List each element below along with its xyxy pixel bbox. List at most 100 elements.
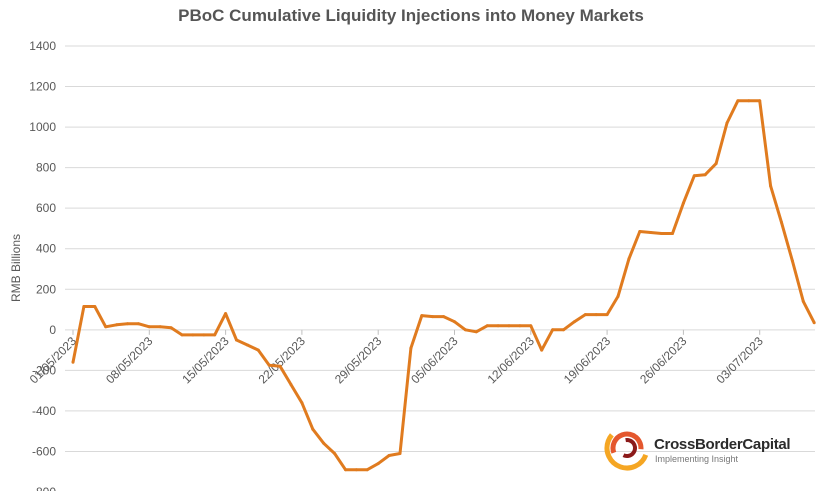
y-tick-label: 600 — [36, 201, 56, 215]
data-point — [104, 325, 108, 329]
data-point — [616, 294, 620, 298]
data-point — [736, 99, 740, 103]
data-point — [780, 220, 783, 224]
data-point — [562, 328, 565, 332]
chart-title: PBoC Cumulative Liquidity Injections int… — [178, 6, 644, 25]
x-tick-label: 19/06/2023 — [561, 334, 614, 387]
data-point — [649, 231, 653, 234]
data-point — [714, 162, 718, 166]
data-point — [409, 346, 413, 350]
data-point — [398, 452, 402, 455]
data-point — [583, 313, 587, 317]
data-point — [801, 299, 805, 303]
x-tick-label: 15/05/2023 — [179, 334, 232, 387]
y-axis-label: RMB Billions — [9, 234, 23, 302]
data-point — [158, 325, 162, 329]
x-tick-label: 08/05/2023 — [103, 334, 156, 387]
data-point — [126, 322, 129, 326]
y-tick-label: -200 — [32, 363, 56, 377]
data-point — [769, 184, 773, 188]
data-point — [594, 313, 598, 317]
data-point — [507, 324, 511, 328]
x-tick-label: 29/05/2023 — [332, 334, 385, 387]
data-point — [278, 364, 282, 368]
data-point — [660, 232, 664, 235]
crossborder-logo: CrossBorderCapital Implementing Insight — [602, 424, 812, 472]
data-point — [180, 333, 184, 337]
x-tick-label: 05/06/2023 — [408, 334, 461, 387]
data-point — [147, 325, 151, 329]
x-axis-ticks: 01/05/2023 08/05/2023 15/05/2023 22/05/2023… — [27, 329, 766, 387]
data-point — [235, 338, 238, 342]
data-point — [191, 333, 195, 337]
x-tick-label: 26/06/2023 — [637, 334, 690, 387]
x-tick-label: 01/05/2023 — [27, 334, 80, 387]
series-line — [71, 99, 816, 472]
data-point — [169, 326, 173, 330]
data-point — [725, 121, 729, 125]
data-point — [485, 324, 489, 328]
data-point — [365, 468, 369, 472]
data-point — [224, 312, 228, 316]
data-point — [289, 383, 293, 387]
y-tick-label: 400 — [36, 242, 56, 256]
data-point — [627, 257, 631, 261]
data-point — [529, 324, 533, 328]
data-point — [71, 360, 75, 364]
data-point — [605, 313, 609, 317]
data-point — [420, 314, 424, 318]
data-point — [681, 201, 685, 205]
y-tick-label: 0 — [49, 323, 56, 337]
data-point — [344, 468, 347, 472]
data-point — [453, 320, 456, 324]
data-point — [431, 315, 435, 319]
y-tick-label: 1000 — [29, 120, 56, 134]
y-tick-label: 800 — [36, 161, 56, 175]
x-tick-label: 12/06/2023 — [485, 334, 538, 387]
data-point — [540, 348, 544, 352]
series-layer — [71, 99, 816, 472]
data-point — [300, 401, 304, 405]
data-point — [463, 328, 467, 332]
data-point — [311, 427, 315, 431]
data-point — [376, 462, 380, 466]
data-point — [790, 259, 794, 263]
y-tick-label: 1200 — [29, 80, 56, 94]
data-point — [354, 468, 358, 472]
data-point — [93, 305, 97, 308]
x-tick-label: 03/07/2023 — [713, 334, 766, 387]
swirl-logo-icon — [604, 425, 650, 471]
data-point — [136, 322, 140, 326]
y-axis-ticks: -800 -600 -400 -200 0 200 400 600 800 1000 1200 140… — [29, 39, 56, 491]
data-point — [638, 230, 642, 233]
data-point — [572, 320, 576, 324]
data-point — [256, 348, 260, 352]
data-point — [518, 324, 522, 328]
data-point — [758, 99, 762, 103]
data-point — [692, 174, 696, 178]
data-point — [703, 173, 707, 177]
data-point — [671, 232, 674, 235]
data-point — [551, 328, 555, 332]
gridlines — [65, 45, 815, 452]
x-tick-label: 22/05/2023 — [256, 334, 309, 387]
data-point — [115, 323, 119, 327]
data-point — [213, 333, 217, 337]
y-tick-label: -600 — [32, 444, 56, 458]
data-point — [333, 452, 337, 455]
data-point — [82, 305, 86, 308]
data-point — [202, 333, 206, 337]
y-tick-label: 1400 — [29, 39, 56, 53]
data-point — [267, 363, 271, 367]
y-tick-label: 200 — [36, 282, 56, 296]
data-point — [387, 454, 391, 457]
logo-tagline: Implementing Insight — [655, 454, 739, 464]
data-point — [747, 99, 751, 103]
data-point — [322, 441, 326, 445]
data-point — [442, 315, 446, 319]
data-point — [245, 343, 249, 347]
data-point — [496, 324, 500, 328]
y-tick-label: -800 — [32, 485, 56, 491]
y-tick-label: -400 — [32, 404, 56, 418]
